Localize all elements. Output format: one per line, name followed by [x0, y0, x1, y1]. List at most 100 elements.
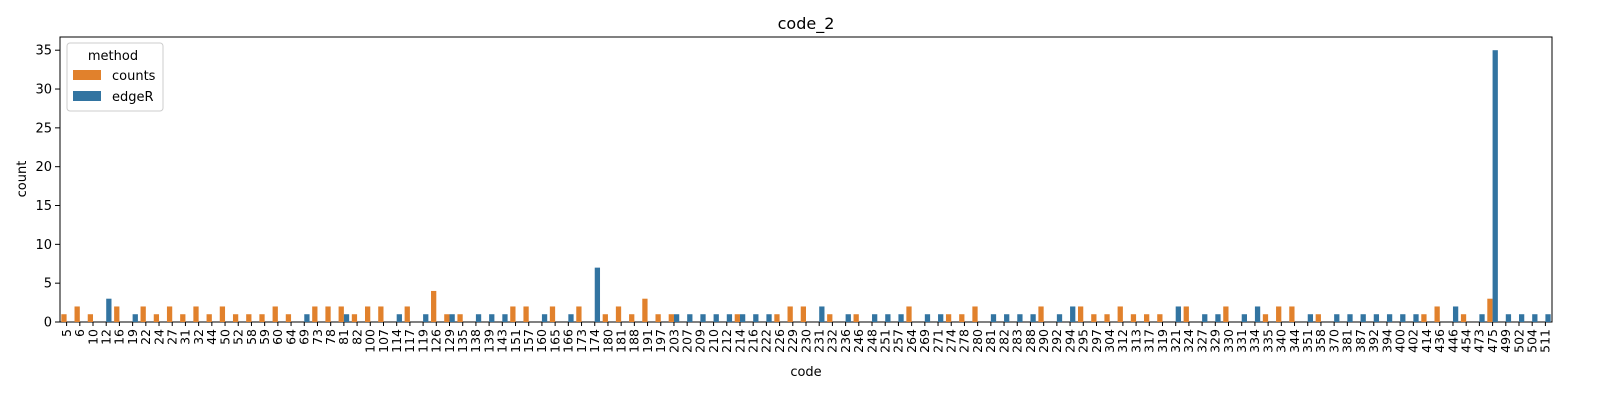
x-tick-label: 214 [732, 329, 747, 353]
bar-counts-232 [827, 314, 833, 322]
y-tick-label: 10 [35, 238, 52, 253]
x-tick-label: 157 [521, 329, 536, 353]
bar-counts-32 [193, 306, 199, 322]
bar-counts-214 [734, 314, 740, 322]
bar-edger-139 [489, 314, 495, 322]
bar-counts-129 [444, 314, 450, 322]
bar-counts-10 [87, 314, 94, 322]
bar-counts-24 [153, 314, 160, 322]
bar-edger-129 [449, 314, 455, 322]
bar-edger-214 [739, 314, 746, 322]
bar-edger-400 [1400, 314, 1406, 322]
x-tick-label: 229 [785, 329, 800, 353]
x-tick-label: 290 [1036, 329, 1051, 353]
x-tick-label: 473 [1472, 329, 1487, 353]
x-tick-label: 381 [1340, 329, 1355, 353]
bar-counts-313 [1130, 314, 1137, 322]
bar-edger-281 [990, 314, 997, 322]
bar-edger-210 [713, 314, 719, 322]
y-axis-label: count [15, 161, 30, 198]
bar-counts-414 [1421, 314, 1427, 322]
bar-counts-31 [180, 314, 186, 322]
x-tick-label: 327 [1194, 329, 1209, 353]
bar-edger-288 [1030, 314, 1036, 322]
x-tick-label: 400 [1392, 329, 1407, 353]
x-tick-label: 174 [587, 329, 602, 353]
bar-counts-191 [642, 298, 648, 322]
bar-counts-335 [1262, 314, 1269, 322]
x-tick-label: 414 [1419, 329, 1434, 353]
x-tick-label: 117 [402, 329, 417, 353]
bar-edger-203 [673, 314, 680, 322]
plot-area [59, 36, 1553, 323]
bar-counts-203 [668, 314, 674, 322]
y-tick-label: 5 [44, 277, 52, 292]
bar-counts-317 [1144, 314, 1150, 322]
legend: method counts edgeR [66, 42, 164, 112]
x-tick-label: 119 [415, 329, 430, 353]
bar-edger-119 [423, 314, 429, 322]
bar-edger-473 [1479, 314, 1485, 322]
x-tick-label: 24 [151, 329, 166, 345]
bar-counts-78 [325, 306, 331, 322]
x-tick-label: 165 [547, 329, 562, 353]
x-tick-label: 58 [244, 329, 259, 345]
x-tick-label: 19 [125, 329, 140, 345]
x-tick-label: 203 [666, 329, 681, 353]
bars [61, 50, 1551, 322]
bar-edger-236 [845, 314, 851, 322]
x-tick-label: 180 [600, 329, 615, 353]
bar-edger-216 [753, 314, 759, 322]
x-tick-label: 44 [204, 329, 219, 345]
bar-counts-117 [404, 306, 410, 322]
y-axis: 0 5 10 15 20 25 30 35 [35, 44, 60, 331]
bar-edger-231 [819, 306, 825, 322]
bar-counts-246 [853, 314, 859, 322]
bar-counts-165 [549, 306, 556, 322]
y-tick-label: 15 [35, 199, 52, 214]
x-tick-label: 280 [970, 329, 985, 353]
x-tick-label: 317 [1142, 329, 1157, 353]
x-axis: 5610121619222427313244505258596064697378… [59, 322, 1553, 353]
bar-edger-209 [700, 314, 706, 322]
x-tick-label: 166 [561, 329, 576, 353]
bar-counts-126 [431, 290, 437, 322]
x-tick-label: 282 [996, 329, 1011, 353]
bar-counts-50 [219, 306, 226, 322]
x-tick-label: 5 [59, 329, 74, 337]
bar-counts-60 [272, 306, 278, 322]
x-tick-label: 251 [878, 329, 893, 353]
x-tick-label: 210 [706, 329, 721, 353]
x-tick-label: 197 [653, 329, 668, 353]
x-tick-label: 499 [1498, 329, 1513, 353]
x-tick-label: 27 [165, 329, 180, 345]
x-tick-label: 69 [297, 329, 312, 345]
x-tick-label: 324 [1181, 329, 1196, 353]
x-tick-label: 248 [864, 329, 879, 353]
x-tick-label: 321 [1168, 329, 1183, 353]
bar-counts-188 [629, 314, 635, 322]
bar-counts-295 [1077, 306, 1084, 322]
y-tick-label: 35 [35, 44, 52, 59]
x-tick-label: 232 [825, 329, 840, 353]
bar-counts-454 [1460, 314, 1467, 322]
bar-counts-226 [774, 314, 780, 322]
x-tick-label: 236 [838, 329, 853, 353]
bar-counts-100 [365, 306, 371, 322]
bar-edger-370 [1334, 314, 1340, 322]
x-tick-label: 335 [1260, 329, 1275, 353]
x-tick-label: 246 [851, 329, 866, 353]
bar-edger-166 [568, 314, 574, 322]
bar-counts-324 [1183, 306, 1189, 322]
bar-counts-81 [338, 306, 344, 322]
bar-edger-222 [766, 314, 772, 322]
x-tick-label: 173 [574, 329, 589, 353]
bar-edger-511 [1545, 314, 1551, 322]
x-tick-label: 6 [72, 329, 87, 337]
bar-edger-174 [594, 267, 601, 322]
bar-edger-331 [1241, 314, 1247, 322]
bar-edger-248 [872, 314, 878, 322]
x-tick-label: 107 [376, 329, 391, 353]
